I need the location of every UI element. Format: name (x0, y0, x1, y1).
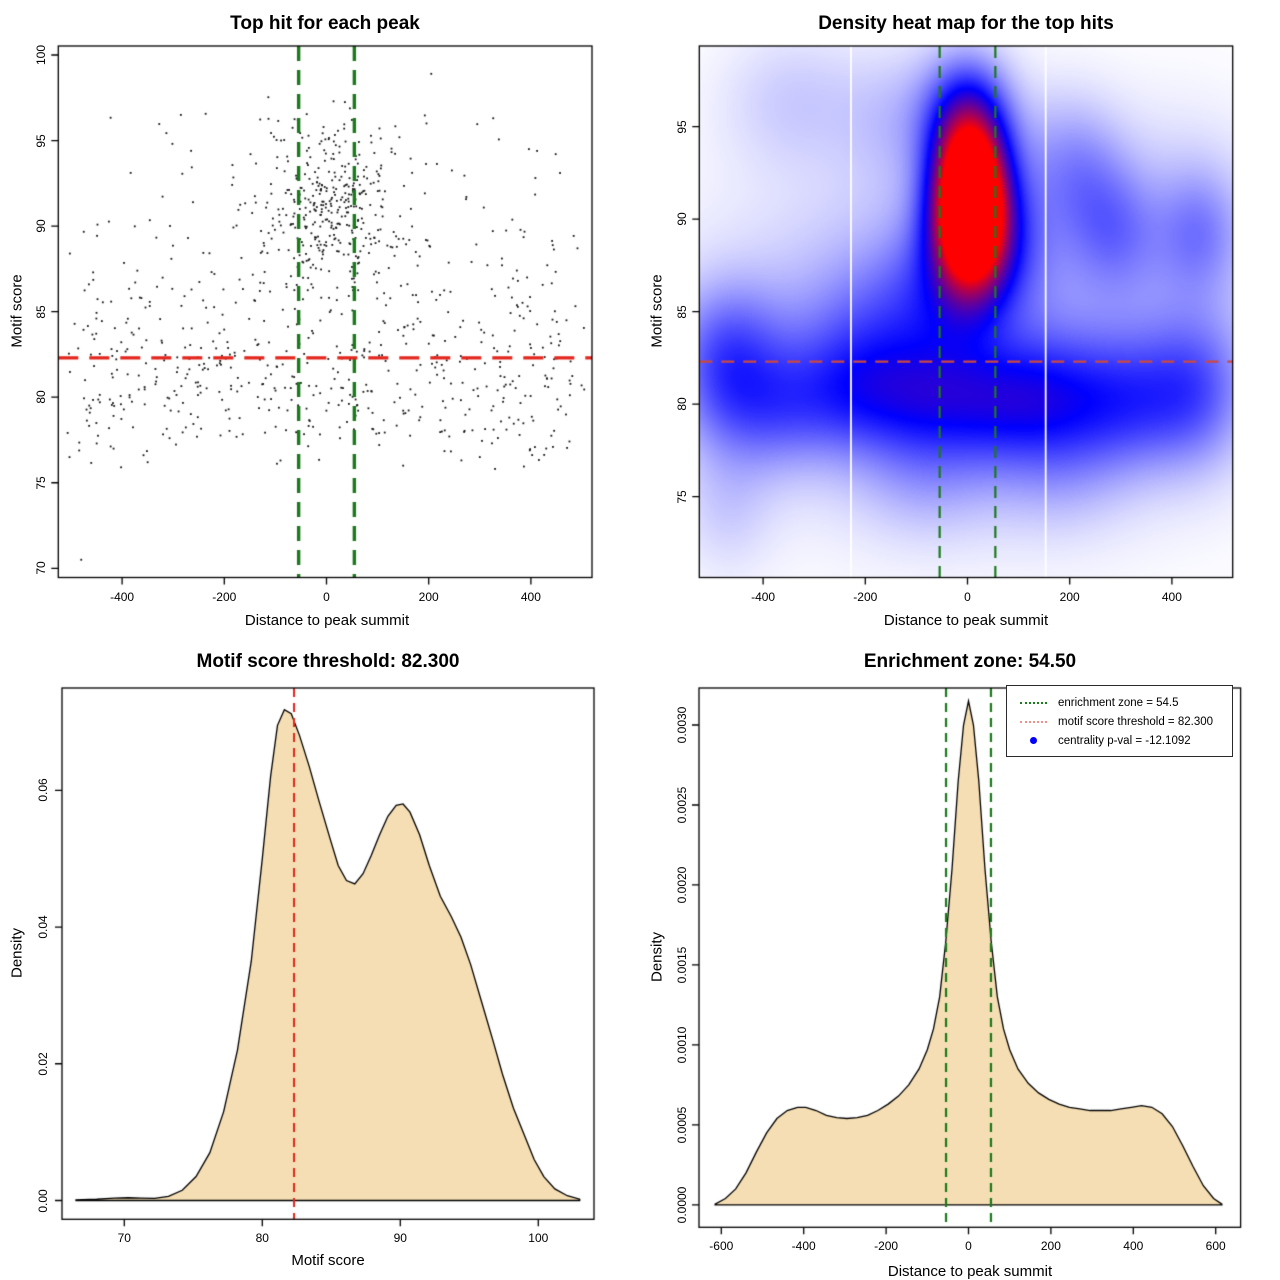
figure-root: Top hit for each peak Density heat map f… (0, 0, 1280, 1280)
plots-canvas (0, 0, 1280, 1280)
